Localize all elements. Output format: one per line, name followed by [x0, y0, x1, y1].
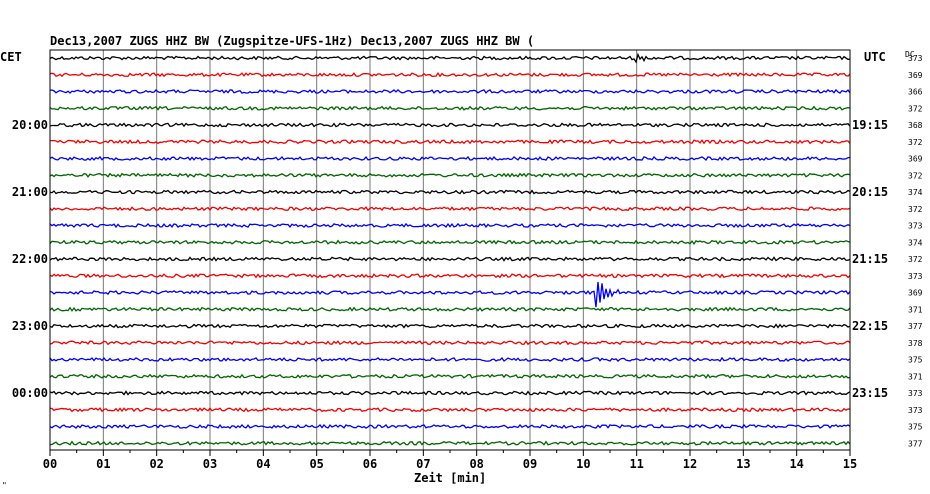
- x-tick-label: 09: [523, 457, 537, 471]
- left-hour-label: 22:00: [12, 252, 48, 266]
- dc-value: 369: [908, 71, 923, 80]
- dc-value: 366: [908, 88, 923, 97]
- x-tick-label: 04: [256, 457, 270, 471]
- left-hour-label: 00:00: [12, 386, 48, 400]
- dc-value: 374: [908, 188, 923, 197]
- trace-row-14: [49, 281, 851, 308]
- x-tick-label: 02: [149, 457, 163, 471]
- x-tick-label: 01: [96, 457, 110, 471]
- trace-row-11: [49, 239, 851, 245]
- dc-value: 373: [908, 389, 923, 398]
- dc-value: 373: [908, 406, 923, 415]
- left-hour-label: 21:00: [12, 185, 48, 199]
- dc-value: 377: [908, 322, 923, 331]
- right-hour-label: 19:15: [852, 118, 888, 132]
- trace-row-1: [49, 72, 851, 78]
- trace-row-17: [49, 340, 851, 346]
- x-axis-title: Zeit [min]: [414, 471, 486, 485]
- trace-row-12: [49, 256, 851, 262]
- x-tick-label: 05: [309, 457, 323, 471]
- trace-row-23: [49, 440, 851, 446]
- trace-row-15: [49, 306, 851, 312]
- right-hour-label: 22:15: [852, 319, 888, 333]
- right-hour-label: 23:15: [852, 386, 888, 400]
- corner-mark: ": [2, 481, 7, 490]
- dc-value: 369: [908, 289, 923, 298]
- right-hour-labels: 19:15 20:15 21:15 22:15 23:15: [852, 118, 888, 400]
- dc-value: 377: [908, 439, 923, 448]
- x-tick-label: 15: [843, 457, 857, 471]
- left-hour-label: 23:00: [12, 319, 48, 333]
- trace-row-7: [49, 172, 851, 178]
- dc-header-label: DC: [905, 50, 915, 59]
- trace-row-9: [49, 206, 851, 212]
- dc-value: 375: [908, 356, 923, 365]
- x-tick-label: 11: [629, 457, 643, 471]
- dc-value: 372: [908, 255, 923, 264]
- dc-value: 373: [908, 222, 923, 231]
- trace-row-13: [49, 273, 851, 279]
- trace-row-3: [49, 105, 851, 111]
- minute-grid: [102, 50, 798, 450]
- dc-value: 371: [908, 372, 923, 381]
- left-hour-labels: 20:00 21:00 22:00 23:00 00:00: [12, 118, 48, 400]
- trace-row-22: [49, 423, 851, 430]
- trace-row-19: [49, 373, 851, 379]
- dc-value: 375: [908, 423, 923, 432]
- dc-value: 378: [908, 339, 923, 348]
- dc-value: 368: [908, 121, 923, 130]
- trace-row-5: [49, 139, 851, 145]
- dc-value: 372: [908, 205, 923, 214]
- trace-row-10: [49, 222, 851, 229]
- left-timezone-label: CET: [0, 50, 22, 64]
- dc-value: 373: [908, 272, 923, 281]
- trace-row-8: [49, 189, 851, 195]
- right-timezone-label: UTC: [864, 50, 886, 64]
- trace-row-0: [49, 52, 851, 64]
- seismic-traces: [49, 52, 851, 446]
- x-tick-label: 06: [363, 457, 377, 471]
- x-axis: 00 01 02 03 04 05 06 07 08 09 10 11 12 13 14 15: [43, 450, 857, 471]
- dc-value: 372: [908, 138, 923, 147]
- x-tick-label: 14: [789, 457, 803, 471]
- dc-value: 372: [908, 171, 923, 180]
- dc-values: 373 369 366 372 368 372 369 372 374 372 373 374 372 3…: [908, 54, 923, 448]
- header-title: Dec13,2007 ZUGS HHZ BW (Zugspitze-UFS-1H…: [50, 34, 534, 48]
- x-tick-label: 03: [203, 457, 217, 471]
- trace-row-18: [49, 356, 851, 362]
- dc-value: 369: [908, 155, 923, 164]
- x-tick-label: 12: [683, 457, 697, 471]
- trace-row-16: [49, 323, 851, 329]
- x-tick-label: 08: [469, 457, 483, 471]
- x-tick-label: 07: [416, 457, 430, 471]
- right-hour-label: 20:15: [852, 185, 888, 199]
- trace-row-4: [49, 122, 851, 128]
- dc-value: 372: [908, 104, 923, 113]
- dc-value: 371: [908, 305, 923, 314]
- trace-row-2: [49, 88, 851, 95]
- right-hour-label: 21:15: [852, 252, 888, 266]
- trace-row-20: [49, 390, 851, 396]
- left-hour-label: 20:00: [12, 118, 48, 132]
- dc-value: 374: [908, 238, 923, 247]
- trace-row-6: [49, 155, 851, 162]
- trace-row-21: [49, 407, 851, 413]
- x-tick-label: 00: [43, 457, 57, 471]
- x-tick-label: 13: [736, 457, 750, 471]
- dc-value: 373: [908, 54, 923, 63]
- x-tick-label: 10: [576, 457, 590, 471]
